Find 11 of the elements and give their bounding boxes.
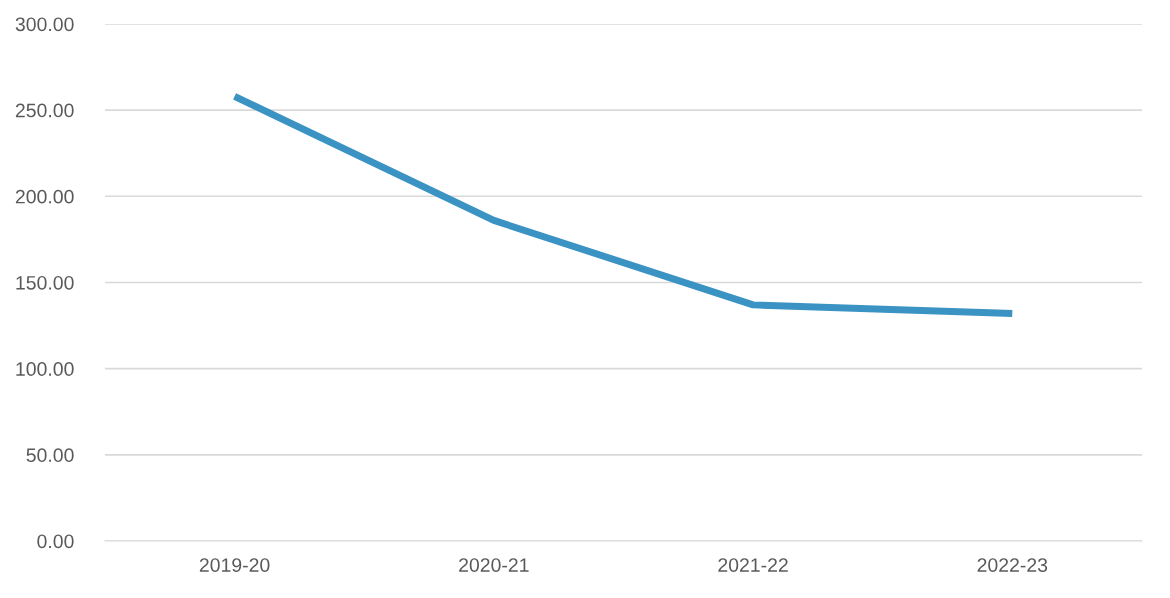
x-tick-label: 2021-22 xyxy=(718,558,788,572)
x-tick-label: 2019-20 xyxy=(199,558,270,572)
y-tick-label: 250.00 xyxy=(15,103,74,118)
x-tick-label: 2020-21 xyxy=(459,558,529,572)
x-tick-label: 2022-23 xyxy=(977,558,1048,572)
y-tick-label: 200.00 xyxy=(15,189,74,204)
y-tick-label: 50.00 xyxy=(26,448,74,463)
y-tick-label: 300.00 xyxy=(15,17,74,32)
y-tick-label: 100.00 xyxy=(16,362,74,376)
y-tick-label: 150.00 xyxy=(16,275,74,290)
y-tick-label: 0.00 xyxy=(37,534,74,549)
